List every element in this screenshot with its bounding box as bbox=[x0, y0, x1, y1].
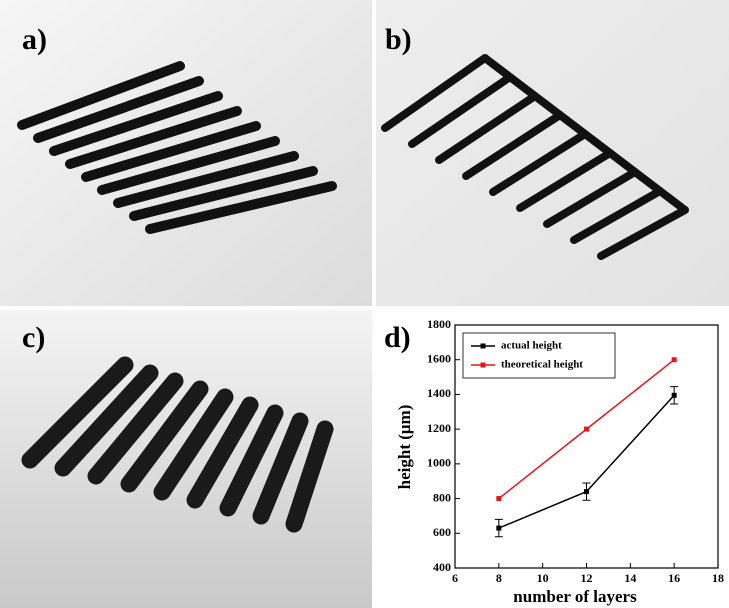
figure: a) b) c) d) number of layers height (μm)… bbox=[0, 0, 729, 608]
x-tick-label: 10 bbox=[537, 571, 549, 585]
data-point bbox=[584, 427, 589, 432]
y-axis-label: height (μm) bbox=[395, 405, 414, 490]
legend-marker bbox=[481, 363, 486, 368]
y-tick-label: 1000 bbox=[427, 456, 451, 470]
y-tick-label: 1800 bbox=[427, 317, 451, 331]
y-tick-label: 800 bbox=[433, 490, 451, 504]
x-tick-label: 8 bbox=[496, 571, 502, 585]
panel-label: d) bbox=[384, 321, 411, 354]
series-line bbox=[499, 395, 674, 528]
x-axis-label: number of layers bbox=[513, 587, 637, 606]
y-tick-label: 1400 bbox=[427, 386, 451, 400]
x-tick-label: 6 bbox=[452, 571, 458, 585]
data-point bbox=[672, 393, 677, 398]
y-tick-label: 400 bbox=[433, 560, 451, 574]
legend-label: theoretical height bbox=[501, 359, 583, 371]
y-tick-label: 600 bbox=[433, 525, 451, 539]
x-tick-label: 12 bbox=[581, 571, 593, 585]
y-tick-label: 1600 bbox=[427, 351, 451, 365]
data-point bbox=[496, 526, 501, 531]
x-tick-label: 14 bbox=[624, 571, 636, 585]
y-tick-label: 1200 bbox=[427, 421, 451, 435]
data-point bbox=[496, 496, 501, 501]
data-point bbox=[584, 489, 589, 494]
x-tick-label: 16 bbox=[668, 571, 680, 585]
data-point bbox=[672, 357, 677, 362]
page: a) b) c) d) number of layers height (μm)… bbox=[0, 0, 729, 608]
legend-label: actual height bbox=[501, 340, 562, 352]
panel-label: a) bbox=[22, 23, 47, 56]
panel-label: b) bbox=[385, 23, 412, 56]
panel-label: c) bbox=[22, 321, 45, 354]
legend-marker bbox=[481, 344, 486, 349]
x-tick-label: 18 bbox=[712, 571, 724, 585]
